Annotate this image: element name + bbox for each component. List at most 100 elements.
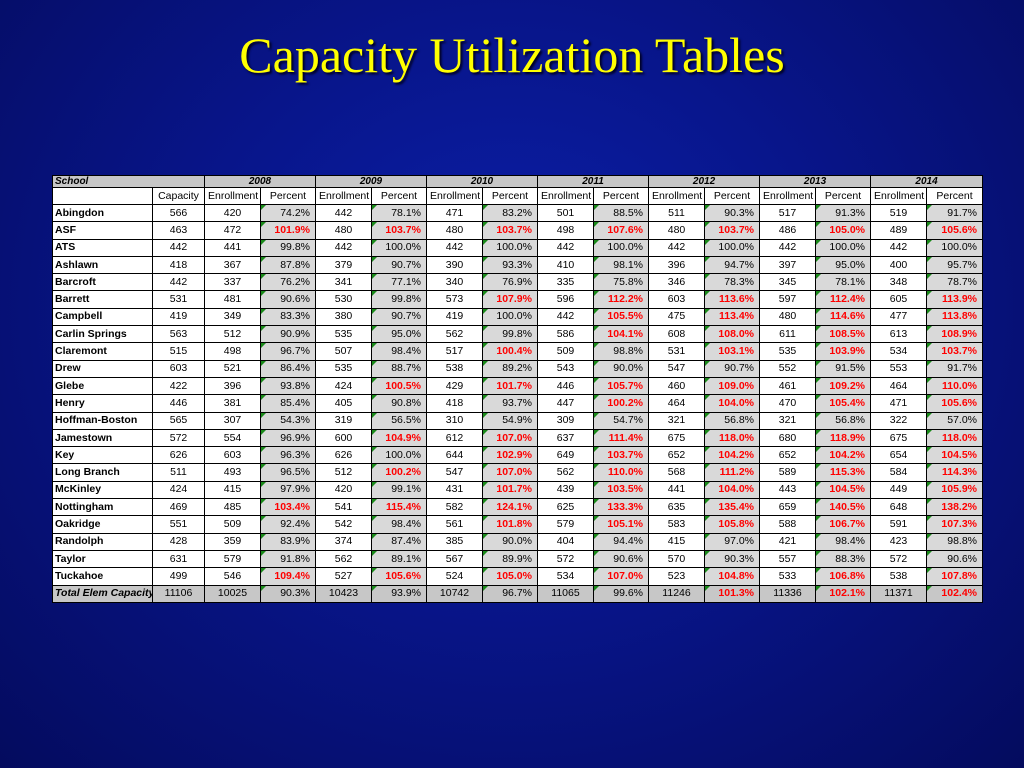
percent-cell: 105.7% [592, 376, 650, 396]
enrollment-cell: 542 [315, 515, 372, 534]
percent-cell: 100.2% [371, 463, 427, 482]
percent-cell: 105.8% [704, 515, 761, 534]
percent-cell: 135.4% [704, 498, 761, 517]
enrollment-cell: 519 [870, 203, 928, 223]
percent-cell: 118.9% [815, 428, 872, 448]
enrollment-cell: 534 [537, 567, 594, 586]
table-row: Randolph 428 359 83.9% 374 87.4% 385 90.0% 404 94… [52, 532, 984, 551]
enrollment-cell: 340 [426, 273, 483, 292]
enrollment-cell: 400 [870, 255, 928, 275]
percent-cell: 103.9% [815, 342, 872, 361]
percent-cell: 54.9% [482, 411, 538, 430]
enrollment-cell: 552 [759, 359, 817, 378]
percent-cell: 100.2% [592, 394, 650, 413]
enrollment-cell: 611 [759, 325, 817, 344]
enrollment-cell: 570 [648, 549, 706, 569]
percent-cell: 93.7% [482, 394, 538, 413]
enrollment-cell: 415 [648, 532, 706, 551]
enrollment-cell: 442 [537, 238, 594, 257]
table-row: Taylor 631 579 91.8% 562 89.1% 567 89.9% 572 90.6… [52, 549, 984, 569]
blank-header-cell [52, 187, 153, 205]
school-name-cell: Claremont [52, 342, 153, 361]
enrollment-cell: 626 [315, 446, 372, 465]
percent-cell: 90.6% [260, 290, 316, 309]
school-name-cell: Drew [52, 359, 153, 378]
enrollment-cell: 567 [426, 549, 483, 569]
percent-cell: 107.8% [926, 567, 984, 586]
percent-cell: 54.3% [260, 411, 316, 430]
table-row: Key 626 603 96.3% 626 100.0% 644 102.9% 649 103.7… [52, 446, 984, 465]
percent-cell: 106.7% [815, 515, 872, 534]
capacity-cell: 11106 [152, 584, 205, 603]
percent-cell: 114.3% [926, 463, 984, 482]
percent-cell: 109.0% [704, 376, 761, 396]
enrollment-cell: 405 [315, 394, 372, 413]
table-row: Nottingham 469 485 103.4% 541 115.4% 582 124.1%… [52, 498, 984, 517]
table-row: Tuckahoe 499 546 109.4% 527 105.6% 524 105.0% 53… [52, 567, 984, 586]
capacity-cell: 563 [152, 325, 205, 344]
percent-cell: 96.7% [482, 584, 538, 603]
enrollment-cell: 367 [204, 255, 261, 275]
enrollment-cell: 441 [648, 480, 706, 500]
enrollment-cell: 588 [759, 515, 817, 534]
capacity-cell: 424 [152, 480, 205, 500]
percent-cell: 78.3% [704, 273, 761, 292]
enrollment-cell: 481 [204, 290, 261, 309]
enrollment-cell: 397 [759, 255, 817, 275]
percent-cell: 88.5% [592, 203, 650, 223]
percent-cell: 105.9% [926, 480, 984, 500]
percent-cell: 95.0% [371, 325, 427, 344]
percent-header: Percent [260, 187, 316, 205]
enrollment-cell: 573 [426, 290, 483, 309]
enrollment-cell: 498 [537, 221, 594, 240]
school-header: School [52, 175, 205, 188]
enrollment-cell: 511 [648, 203, 706, 223]
school-name-cell: Ashlawn [52, 255, 153, 275]
enrollment-cell: 486 [759, 221, 817, 240]
enrollment-cell: 603 [648, 290, 706, 309]
percent-cell: 103.7% [371, 221, 427, 240]
enrollment-cell: 517 [426, 342, 483, 361]
enrollment-cell: 554 [204, 428, 261, 448]
percent-cell: 100.0% [482, 238, 538, 257]
percent-cell: 57.0% [926, 411, 984, 430]
percent-cell: 138.2% [926, 498, 984, 517]
school-name-cell: Glebe [52, 376, 153, 396]
enrollment-cell: 509 [537, 342, 594, 361]
percent-cell: 118.0% [704, 428, 761, 448]
capacity-cell: 515 [152, 342, 205, 361]
percent-cell: 98.4% [371, 342, 427, 361]
percent-cell: 94.4% [592, 532, 650, 551]
enrollment-cell: 346 [648, 273, 706, 292]
enrollment-cell: 543 [537, 359, 594, 378]
enrollment-header: Enrollment [648, 187, 706, 205]
enrollment-cell: 541 [315, 498, 372, 517]
percent-cell: 133.3% [592, 498, 650, 517]
enrollment-cell: 562 [537, 463, 594, 482]
enrollment-cell: 535 [315, 359, 372, 378]
year-header: 2010 [426, 175, 538, 188]
percent-cell: 99.6% [592, 584, 650, 603]
school-name-cell: Randolph [52, 532, 153, 551]
percent-cell: 107.3% [926, 515, 984, 534]
slide-title: Capacity Utilization Tables [239, 27, 785, 83]
enrollment-cell: 648 [870, 498, 928, 517]
enrollment-cell: 600 [315, 428, 372, 448]
percent-header: Percent [371, 187, 427, 205]
school-name-cell: Jamestown [52, 428, 153, 448]
percent-cell: 87.8% [260, 255, 316, 275]
enrollment-cell: 443 [759, 480, 817, 500]
school-name-cell: Key [52, 446, 153, 465]
enrollment-cell: 523 [648, 567, 706, 586]
enrollment-cell: 582 [426, 498, 483, 517]
enrollment-header: Enrollment [204, 187, 261, 205]
enrollment-cell: 509 [204, 515, 261, 534]
enrollment-cell: 348 [870, 273, 928, 292]
capacity-header: Capacity [152, 187, 205, 205]
percent-cell: 86.4% [260, 359, 316, 378]
enrollment-header: Enrollment [426, 187, 483, 205]
enrollment-cell: 521 [204, 359, 261, 378]
percent-cell: 109.2% [815, 376, 872, 396]
capacity-cell: 463 [152, 221, 205, 240]
percent-cell: 140.5% [815, 498, 872, 517]
